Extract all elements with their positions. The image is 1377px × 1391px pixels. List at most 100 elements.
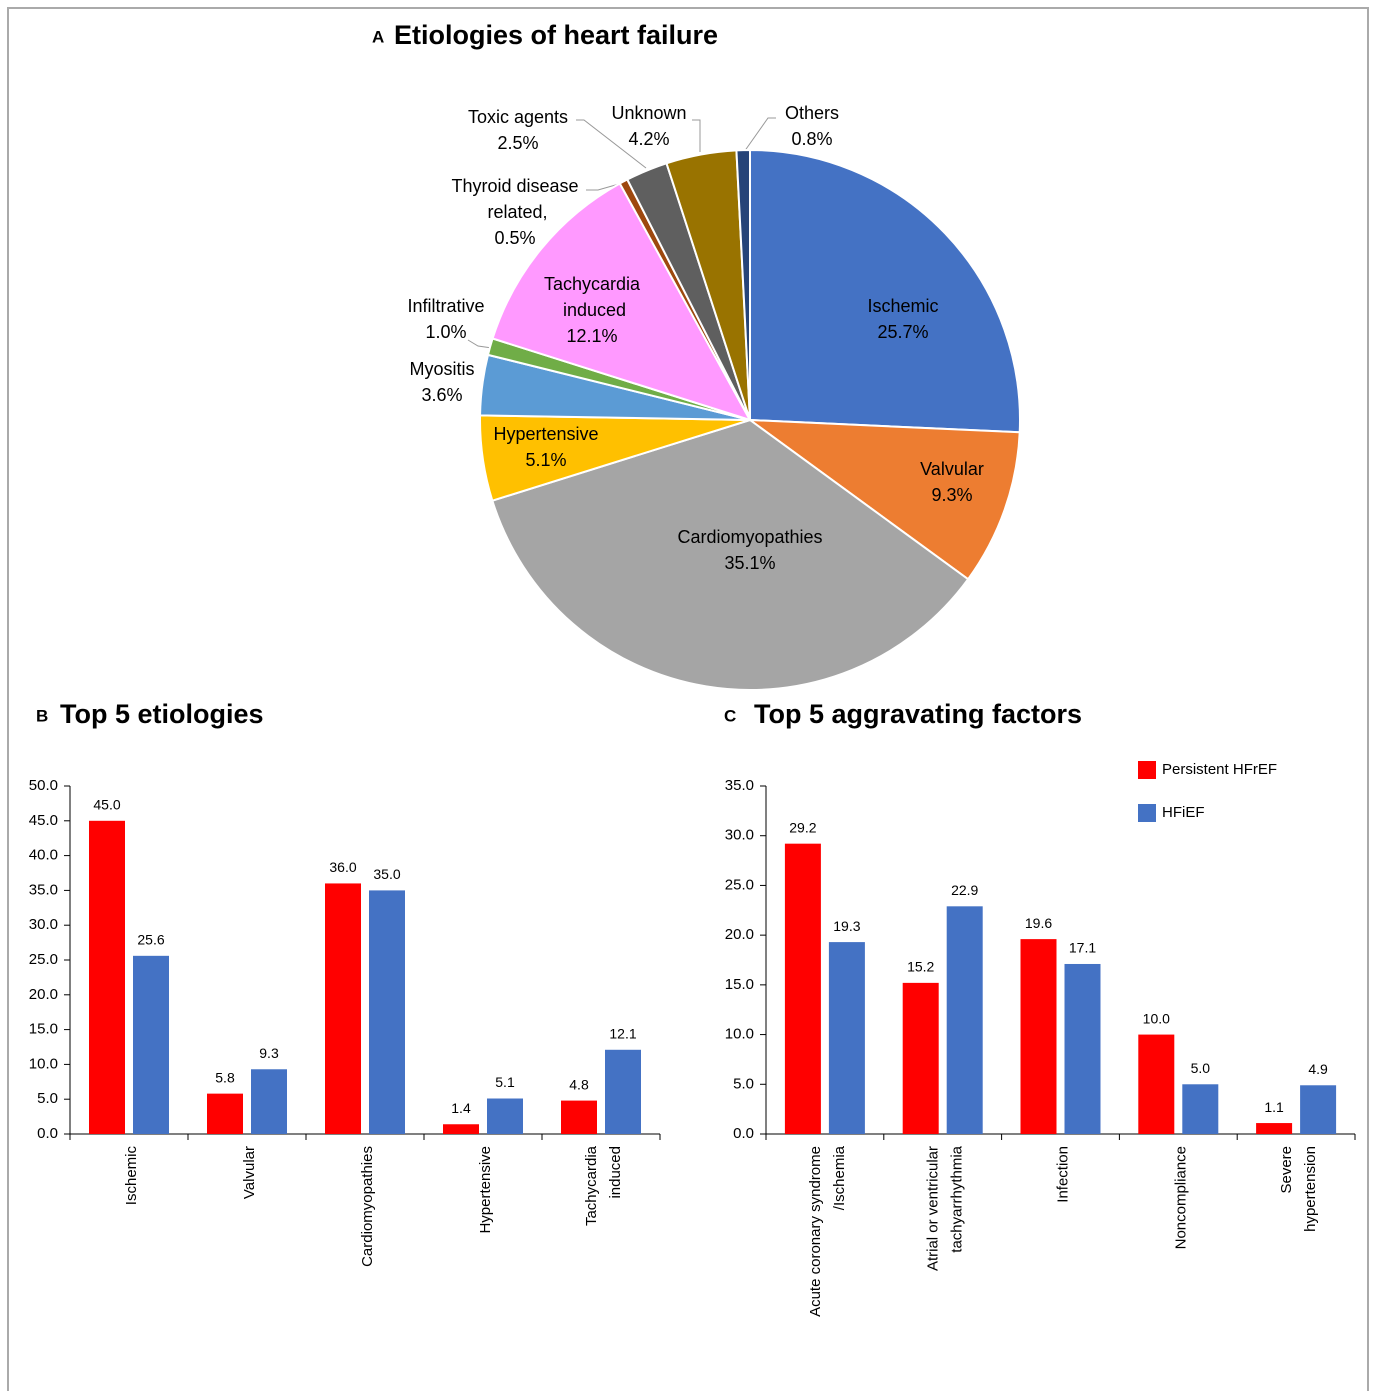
slice-value-label: 0.8%: [791, 129, 832, 149]
legend-label: HFiEF: [1162, 804, 1205, 821]
label-line: induced: [607, 1146, 624, 1203]
value-label: 1.4: [451, 1100, 471, 1116]
bar: [1256, 1123, 1293, 1134]
label-line: /Ischemia: [831, 1145, 848, 1214]
value-label: 10.0: [1143, 1010, 1170, 1026]
bar: [325, 883, 361, 1134]
x-tick-label-group: Noncompliance: [1172, 1146, 1189, 1249]
value-label: 45.0: [93, 797, 120, 813]
value-label: 35.0: [373, 866, 400, 882]
x-tick-label: Hypertensive: [477, 1146, 494, 1234]
pie-slice: [749, 148, 1021, 434]
slice-value-label: 35.1%: [724, 553, 775, 573]
y-tick-label: 30.0: [725, 827, 754, 844]
bar: [1138, 1034, 1175, 1134]
y-tick-label: 25.0: [29, 951, 58, 968]
chart-title: Top 5 aggravating factors: [754, 699, 1082, 729]
slice-value-label: 9.3%: [931, 485, 972, 505]
panel-letter: A: [372, 27, 384, 46]
legend-swatch: [1138, 761, 1156, 779]
slice-label: Unknown: [611, 103, 686, 123]
x-tick-label-group: Hypertensive: [477, 1146, 494, 1234]
y-tick-label: 5.0: [37, 1090, 58, 1107]
bar: [207, 1093, 243, 1134]
bar: [251, 1069, 287, 1134]
bar: [443, 1124, 479, 1134]
x-tick-label-group: Valvular: [241, 1146, 258, 1199]
leader-line: [467, 339, 493, 349]
slice-value-label: 2.5%: [497, 133, 538, 153]
x-tick-label-group: Ischemic: [123, 1146, 140, 1206]
bar: [89, 820, 125, 1134]
leader-line: [743, 117, 776, 153]
bar: [487, 1098, 523, 1134]
value-label: 19.6: [1025, 915, 1052, 931]
value-label: 19.3: [833, 918, 860, 934]
y-tick-label: 25.0: [725, 876, 754, 893]
x-tick-label-group: Cardiomyopathies: [359, 1146, 376, 1267]
y-tick-label: 50.0: [29, 777, 58, 794]
frame: [7, 7, 1369, 1391]
x-tick-label: Valvular: [241, 1146, 258, 1199]
bar: [133, 955, 169, 1134]
x-tick-label-group: Atrial or ventricular tachyarrhythmia: [925, 1145, 966, 1271]
value-label: 5.8: [215, 1069, 235, 1085]
x-tick-label-group: Severe hypertension: [1278, 1146, 1319, 1236]
leader-line: [692, 119, 701, 152]
slice-label: Cardiomyopathies: [677, 527, 822, 547]
value-label: 22.9: [951, 882, 978, 898]
slice-label: Infiltrative: [407, 296, 484, 316]
value-label: 4.8: [569, 1076, 589, 1092]
slice-value-label: 12.1%: [566, 326, 617, 346]
value-label: 9.3: [259, 1045, 279, 1061]
pie-slice: [735, 148, 751, 421]
slice-label: Hypertensive: [493, 424, 598, 444]
slice-label: Ischemic: [867, 296, 938, 316]
y-tick-label: 10.0: [29, 1055, 58, 1072]
bar: [1064, 963, 1101, 1134]
bar: [784, 843, 821, 1134]
legend-swatch: [1138, 804, 1156, 822]
slice-value-label: 1.0%: [425, 322, 466, 342]
label-line: Thyroid disease: [451, 176, 578, 196]
slice-label: Myositis: [409, 359, 474, 379]
bar: [605, 1049, 641, 1134]
bar: [1300, 1085, 1337, 1134]
x-tick-label-group: Acute coronary syndrome /Ischemia: [807, 1145, 848, 1317]
y-tick-label: 20.0: [725, 926, 754, 943]
label-line: Tachycardia: [544, 274, 641, 294]
label-line: hypertension: [1302, 1146, 1319, 1236]
value-label: 36.0: [329, 859, 356, 875]
y-tick-label: 35.0: [725, 777, 754, 794]
value-label: 12.1: [609, 1025, 636, 1041]
legend-label: Persistent HFrEF: [1162, 761, 1277, 778]
slice-value-label: 4.2%: [628, 129, 669, 149]
chart-title: Top 5 etiologies: [60, 699, 264, 729]
label-line: related,: [482, 202, 547, 222]
y-tick-label: 0.0: [733, 1125, 754, 1142]
panel-letter: C: [724, 706, 736, 725]
y-tick-label: 5.0: [733, 1075, 754, 1092]
bar: [946, 906, 983, 1134]
pie-slice: [491, 418, 970, 691]
value-label: 15.2: [907, 959, 934, 975]
y-tick-label: 35.0: [29, 881, 58, 898]
slice-value-label: 25.7%: [877, 322, 928, 342]
bar: [561, 1100, 597, 1134]
bar: [902, 982, 939, 1134]
y-tick-label: 20.0: [29, 986, 58, 1003]
value-label: 4.9: [1308, 1061, 1328, 1077]
x-tick-label: Severe hypertension: [1278, 1146, 1319, 1236]
chart-title: Etiologies of heart failure: [394, 20, 718, 50]
pie-slice: [746, 418, 1021, 581]
x-tick-label: Ischemic: [123, 1146, 140, 1206]
slice-label: Valvular: [920, 459, 984, 479]
label-line: Atrial or ventricular: [925, 1146, 942, 1271]
bar: [1020, 939, 1057, 1134]
bar: [369, 890, 405, 1134]
value-label: 5.0: [1191, 1060, 1211, 1076]
label-line: Severe: [1278, 1146, 1295, 1194]
value-label: 5.1: [495, 1074, 515, 1090]
x-tick-label: Infection: [1054, 1146, 1071, 1203]
